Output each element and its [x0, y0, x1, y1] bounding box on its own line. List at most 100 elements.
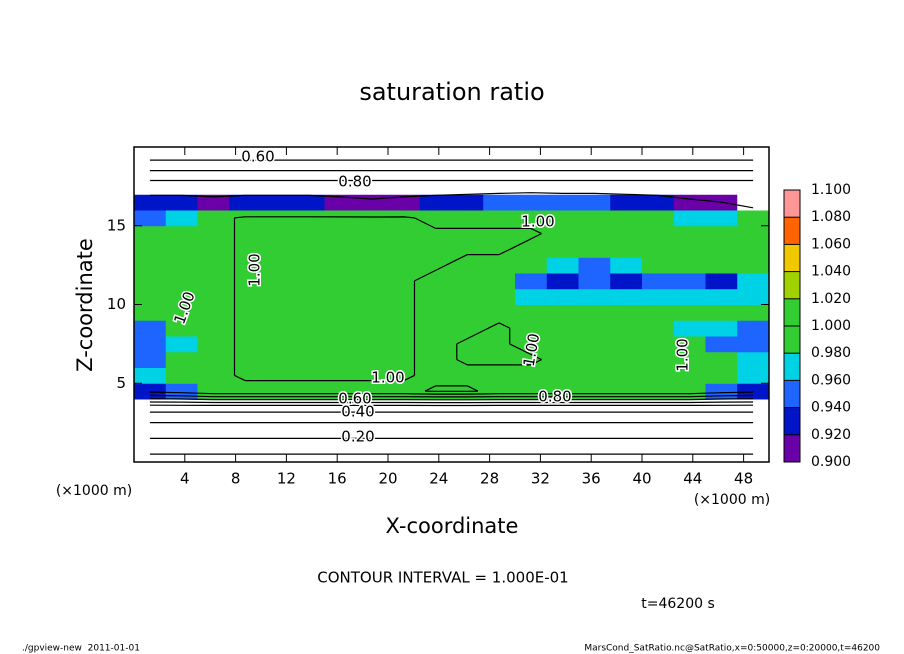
cell — [261, 178, 294, 195]
cell — [610, 273, 643, 290]
cell — [324, 304, 357, 321]
cell — [229, 210, 262, 227]
contour-line — [233, 216, 542, 392]
x-tick-label: 8 — [231, 470, 241, 488]
cell — [419, 399, 452, 416]
colorbar-label: 0.920 — [811, 427, 851, 443]
cell — [451, 367, 484, 384]
x-tick-label: 16 — [328, 470, 347, 488]
cell — [515, 351, 548, 368]
cell — [610, 367, 643, 384]
cell — [261, 383, 294, 400]
cell — [229, 241, 262, 258]
cell — [737, 367, 770, 384]
cell — [292, 257, 325, 274]
cell — [388, 210, 421, 227]
cell — [610, 399, 643, 416]
colorbar-label: 1.100 — [811, 182, 851, 198]
chart-title: saturation ratio — [359, 78, 544, 106]
cell — [292, 210, 325, 227]
cell — [546, 367, 579, 384]
cell — [451, 304, 484, 321]
cell — [610, 351, 643, 368]
cell — [673, 367, 706, 384]
cell — [165, 241, 198, 258]
cell — [673, 210, 706, 227]
cell — [451, 351, 484, 368]
cell — [642, 210, 675, 227]
contour-line — [149, 179, 754, 398]
time-label: t=46200 s — [641, 596, 715, 612]
cell — [229, 383, 262, 400]
cell — [642, 383, 675, 400]
cell — [610, 210, 643, 227]
cell — [229, 367, 262, 384]
cell — [705, 351, 738, 368]
cell — [388, 178, 421, 195]
cell — [546, 178, 579, 195]
colorbar-label: 1.040 — [811, 264, 851, 280]
cell — [388, 383, 421, 400]
cell — [261, 399, 294, 416]
cell — [578, 241, 611, 258]
cell — [356, 351, 389, 368]
cell — [197, 288, 230, 305]
cell — [705, 273, 738, 290]
colorbar-band — [784, 353, 800, 381]
cell — [356, 288, 389, 305]
cell — [705, 383, 738, 400]
cell — [578, 210, 611, 227]
cell — [419, 320, 452, 337]
cell — [388, 225, 421, 242]
cell — [578, 399, 611, 416]
cell — [673, 351, 706, 368]
cell — [705, 178, 738, 195]
cell — [197, 194, 230, 211]
cell — [165, 367, 198, 384]
cell — [483, 178, 516, 195]
cell — [292, 147, 325, 164]
cell — [324, 194, 357, 211]
cell — [546, 210, 579, 227]
cell — [419, 351, 452, 368]
cell — [229, 147, 262, 164]
cell — [673, 399, 706, 416]
cell — [610, 147, 643, 164]
cell — [419, 273, 452, 290]
cell — [578, 320, 611, 337]
cell — [419, 336, 452, 353]
cell — [261, 273, 294, 290]
cell — [197, 210, 230, 227]
cell — [642, 351, 675, 368]
y-tick-label: 5 — [116, 374, 126, 392]
cell — [546, 147, 579, 164]
cell — [737, 446, 770, 463]
cell — [388, 194, 421, 211]
cell — [610, 241, 643, 258]
cell — [546, 351, 579, 368]
contour-label: 0.80 — [338, 173, 371, 191]
cell — [546, 225, 579, 242]
cell — [324, 225, 357, 242]
cell — [642, 147, 675, 164]
cell — [388, 304, 421, 321]
x-tick-label: 24 — [429, 470, 448, 488]
colorbar-label: 0.960 — [811, 372, 851, 388]
footer-left: ./gpview-new 2011-01-01 — [22, 644, 140, 654]
x-tick-label: 44 — [683, 470, 702, 488]
colorbar-band — [784, 190, 800, 218]
cell — [356, 273, 389, 290]
cell — [737, 273, 770, 290]
cell — [546, 304, 579, 321]
cell — [356, 147, 389, 164]
cell — [546, 320, 579, 337]
cell — [324, 210, 357, 227]
cell — [483, 320, 516, 337]
cell — [229, 225, 262, 242]
cell — [451, 336, 484, 353]
cell — [388, 257, 421, 274]
cell — [642, 367, 675, 384]
cell — [134, 194, 167, 211]
cell — [642, 288, 675, 305]
cell — [515, 288, 548, 305]
